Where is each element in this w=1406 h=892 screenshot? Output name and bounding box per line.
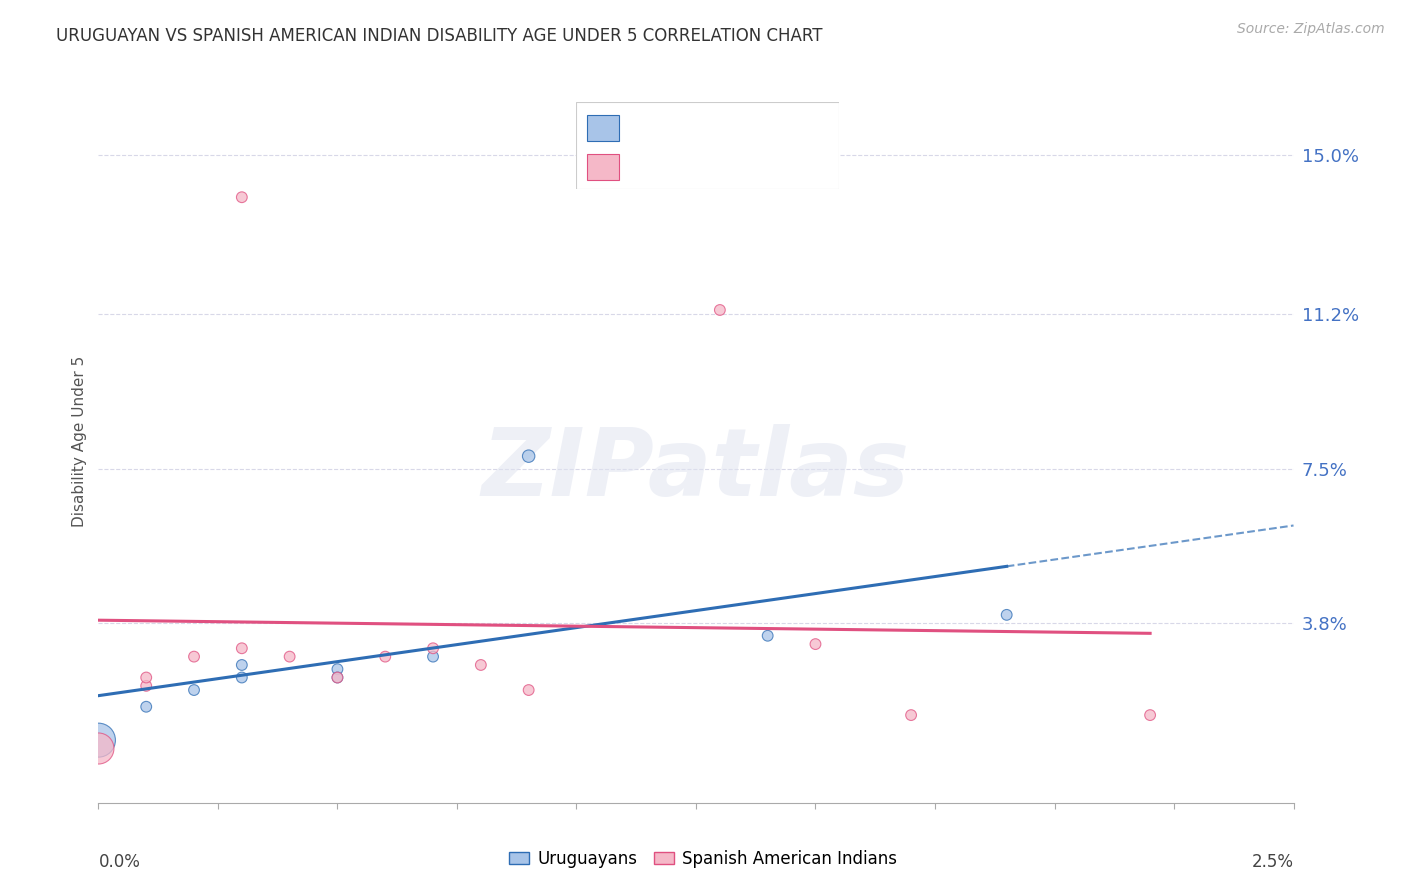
Point (422, 641, 444, 656)
Point (900, 708, 922, 723)
Point (326, 671, 349, 685)
Point (517, 449, 540, 463)
Point (183, 683, 205, 698)
Point (326, 671, 349, 685)
Y-axis label: Disability Age Under 5: Disability Age Under 5 (72, 356, 87, 527)
Point (87, 741, 110, 756)
Text: Source: ZipAtlas.com: Source: ZipAtlas.com (1237, 22, 1385, 37)
Text: ZIPatlas: ZIPatlas (482, 425, 910, 516)
Point (87, 733, 110, 747)
Point (231, 657, 253, 672)
Point (804, 637, 827, 651)
Point (231, 671, 253, 685)
Point (1139, 708, 1161, 723)
Point (183, 649, 205, 664)
Point (470, 657, 492, 672)
Text: 2.5%: 2.5% (1251, 854, 1294, 871)
Point (135, 699, 157, 714)
Point (709, 303, 731, 318)
Legend: Uruguayans, Spanish American Indians: Uruguayans, Spanish American Indians (502, 844, 904, 875)
Text: 0.0%: 0.0% (98, 854, 141, 871)
Text: URUGUAYAN VS SPANISH AMERICAN INDIAN DISABILITY AGE UNDER 5 CORRELATION CHART: URUGUAYAN VS SPANISH AMERICAN INDIAN DIS… (56, 27, 823, 45)
Point (135, 679, 157, 693)
Point (231, 190, 253, 204)
Point (374, 649, 396, 664)
Point (135, 671, 157, 685)
Point (517, 683, 540, 698)
Point (326, 662, 349, 676)
Point (422, 649, 444, 664)
Point (995, 607, 1018, 622)
Point (231, 641, 253, 656)
Point (278, 649, 301, 664)
Point (756, 629, 779, 643)
